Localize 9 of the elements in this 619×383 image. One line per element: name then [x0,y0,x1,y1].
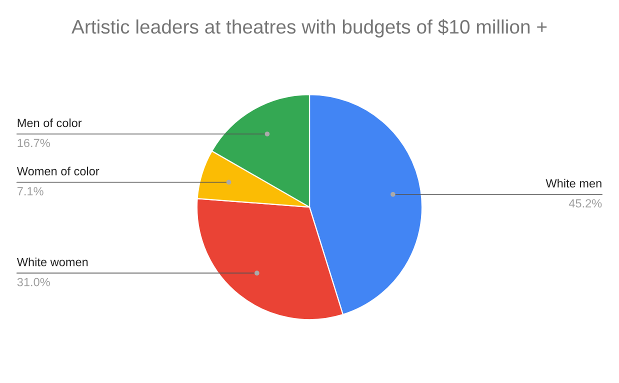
slice-label: Men of color [18,118,82,128]
slice-label: Women of color [16,166,100,176]
data-label: 31.0% [17,278,50,286]
data-label: 7.1% [17,187,44,196]
data-label: 16.7% [18,138,50,148]
chart-title: Artistic leaders at theatres with budgets of $10 million + [72,19,547,38]
slice-label: White men [546,178,602,188]
data-label: 45.2% [568,199,602,208]
slice-label: White women [16,258,88,266]
